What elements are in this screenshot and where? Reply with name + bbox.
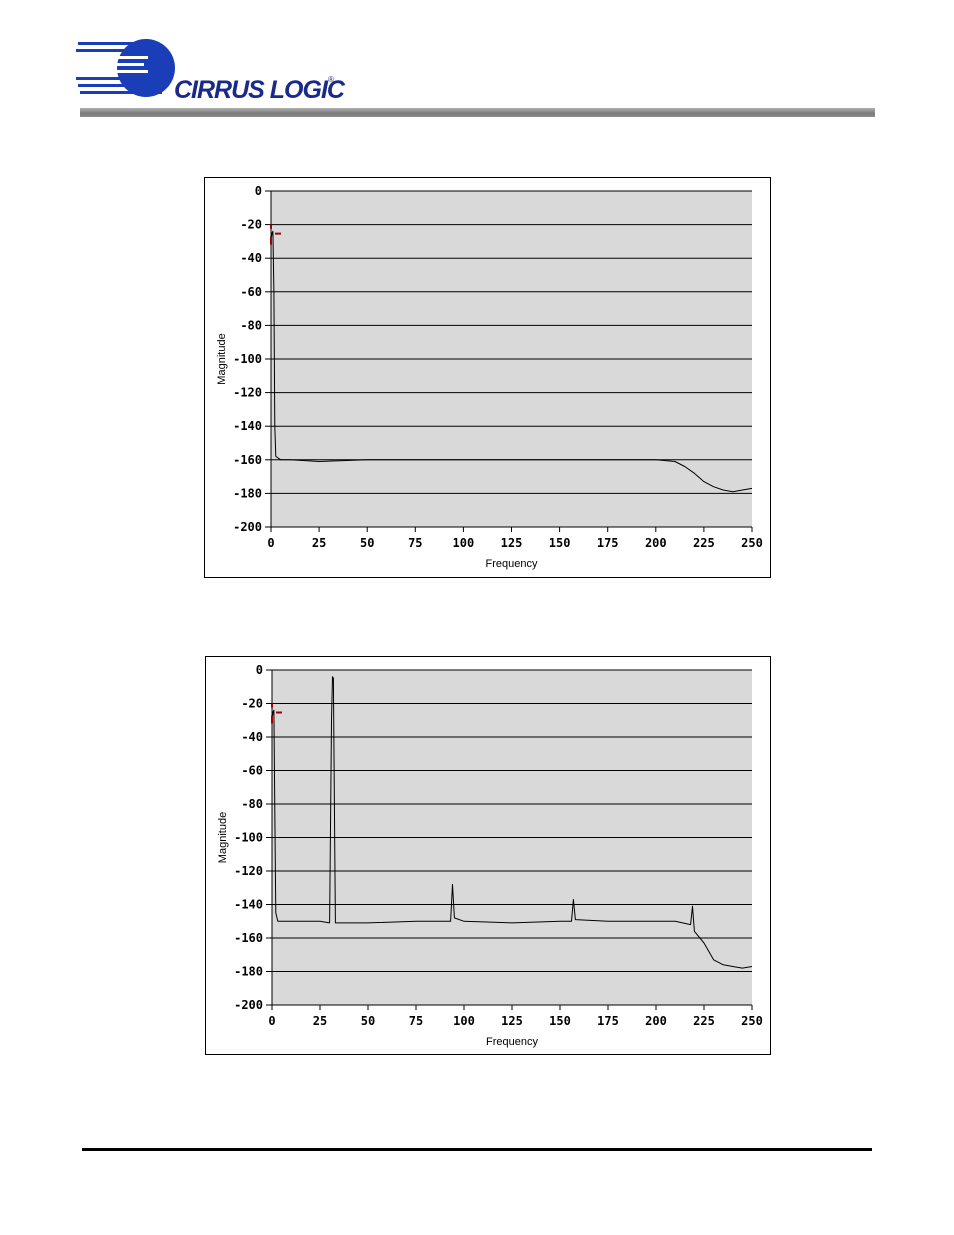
x-axis-title: Frequency [486,558,538,570]
x-tick-label: 50 [361,1014,375,1028]
logo-mark [76,39,175,97]
y-tick-label: -20 [240,218,262,232]
x-tick-label: 150 [549,1014,571,1028]
y-tick-label: -200 [234,998,263,1012]
y-tick-label: 0 [256,663,263,677]
x-tick-label: 200 [645,536,667,550]
y-tick-label: -140 [234,898,263,912]
y-tick-label: 0 [255,184,262,198]
logo-registered-mark: ® [328,75,334,84]
x-tick-label: 250 [741,1014,763,1028]
y-tick-label: -120 [233,386,262,400]
cirrus-logic-logo: CIRRUS LOGIC ® [76,39,346,104]
x-tick-label: 75 [409,1014,423,1028]
x-tick-label: 100 [453,1014,475,1028]
x-tick-label: 0 [268,1014,275,1028]
x-tick-label: 225 [693,1014,715,1028]
x-tick-label: 250 [741,536,763,550]
y-tick-label: -20 [241,697,263,711]
y-tick-label: -60 [240,285,262,299]
x-tick-label: 175 [597,536,619,550]
cursor-marker [271,703,282,724]
spectrum-chart-1: 0 -20 -40 -60 -80 -100 -120 -140 -160 -180 -200 0 25… [204,177,771,578]
x-tick-label: 125 [501,536,523,550]
y-tick-label: -100 [233,352,262,366]
x-tick-label: 100 [453,536,475,550]
y-tick-label: -80 [240,318,262,332]
y-tick-label: -200 [233,520,262,534]
x-tick-label: 25 [312,536,326,550]
y-tick-label: -140 [233,419,262,433]
y-tick-label: -180 [233,486,262,500]
y-tick-label: -160 [233,453,262,467]
x-tick-label: 125 [501,1014,523,1028]
y-tick-label: -40 [241,730,263,744]
x-tick-label: 150 [549,536,571,550]
y-tick-label: -100 [234,831,263,845]
y-tick-label: -120 [234,864,263,878]
y-tick-label: -60 [241,764,263,778]
y-axis-title: Magnitude [217,812,229,863]
header-rule [80,108,875,117]
logo-text: CIRRUS LOGIC [174,76,346,104]
y-tick-label: -180 [234,965,263,979]
series-line-1 [270,230,753,493]
x-tick-label: 225 [693,536,715,550]
x-tick-label: 50 [360,536,374,550]
chart-1-svg: 0 -20 -40 -60 -80 -100 -120 -140 -160 -180 -200 0 25… [216,184,763,570]
x-tick-label: 175 [597,1014,619,1028]
spectrum-chart-2: 0 -20 -40 -60 -80 -100 -120 -140 -160 -180 -200 0 25… [205,656,771,1055]
x-tick-label: 25 [313,1014,327,1028]
x-tick-label: 200 [645,1014,667,1028]
y-tick-label: -40 [240,251,262,265]
chart-2-svg: 0 -20 -40 -60 -80 -100 -120 -140 -160 -180 -200 0 25… [217,663,763,1048]
cursor-marker [270,224,281,245]
y-tick-label: -160 [234,931,263,945]
y-axis-title: Magnitude [216,333,228,384]
series-line-1 [271,676,753,969]
x-axis-title: Frequency [486,1036,538,1048]
x-tick-label: 0 [267,536,274,550]
footer-rule [82,1148,872,1151]
y-tick-label: -80 [241,797,263,811]
x-tick-label: 75 [408,536,422,550]
